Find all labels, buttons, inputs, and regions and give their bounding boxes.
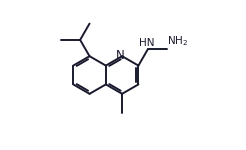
Text: N: N [116, 49, 124, 62]
Text: HN: HN [139, 38, 155, 48]
Text: NH$_2$: NH$_2$ [168, 34, 189, 48]
